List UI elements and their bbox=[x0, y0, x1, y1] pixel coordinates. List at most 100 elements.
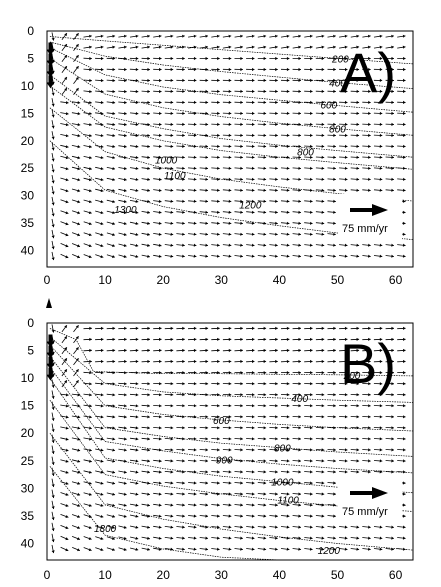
vector-arrowhead bbox=[321, 525, 325, 529]
vector-arrowhead bbox=[391, 371, 394, 375]
vector-arrowhead bbox=[275, 547, 278, 551]
vector-arrowhead bbox=[275, 503, 278, 507]
vector-arrowhead bbox=[321, 503, 325, 507]
vector-arrowhead bbox=[263, 448, 267, 452]
vector-arrowhead bbox=[275, 514, 278, 518]
vector-arrowhead bbox=[217, 459, 220, 463]
vector-arrowhead bbox=[251, 254, 255, 258]
x-tick-label: 50 bbox=[331, 568, 345, 582]
vector-arrowhead bbox=[298, 89, 301, 93]
vector-arrowhead bbox=[298, 232, 301, 236]
vector-arrowhead bbox=[275, 111, 278, 115]
vector-arrowhead bbox=[403, 448, 406, 452]
vector-arrowhead bbox=[310, 525, 313, 529]
vector-arrowhead bbox=[112, 459, 115, 463]
vector-arrowhead bbox=[275, 177, 278, 181]
vector-arrowhead bbox=[251, 45, 255, 49]
vector-arrowhead bbox=[286, 536, 290, 540]
vector-arrowhead bbox=[263, 536, 267, 540]
vector-arrowhead bbox=[193, 67, 197, 72]
vector-arrowhead bbox=[333, 232, 336, 236]
vector-arrowhead bbox=[286, 56, 290, 61]
x-tick-label: 0 bbox=[44, 568, 51, 582]
vector-arrowhead bbox=[65, 492, 69, 496]
vector-arrowhead bbox=[89, 45, 92, 49]
vector-arrowhead bbox=[391, 34, 394, 38]
vector-arrowhead bbox=[170, 199, 174, 203]
vector-arrowhead bbox=[75, 66, 79, 69]
vector-arrowhead bbox=[217, 536, 220, 540]
vector-arrowhead bbox=[263, 337, 267, 341]
vector-arrowhead bbox=[88, 537, 92, 540]
vector-arrowhead bbox=[251, 514, 255, 518]
vector-arrowhead bbox=[51, 407, 55, 410]
vector-arrowhead bbox=[240, 382, 243, 386]
vector-arrowhead bbox=[321, 470, 325, 474]
vector-arrowhead bbox=[89, 134, 92, 138]
vector-arrowhead bbox=[321, 536, 325, 540]
vector-arrowhead bbox=[263, 210, 267, 214]
vector-arrowhead bbox=[217, 232, 220, 236]
vector-arrowhead bbox=[321, 67, 325, 72]
vector-arrowhead bbox=[51, 517, 55, 520]
vector-arrowhead bbox=[217, 144, 220, 148]
vector-arrowhead bbox=[298, 514, 301, 518]
vector-arrowhead bbox=[391, 348, 394, 353]
vector-arrowhead bbox=[356, 382, 360, 386]
vector-arrowhead bbox=[89, 382, 92, 386]
vector-arrowhead bbox=[310, 144, 313, 148]
vector-arrowhead bbox=[310, 492, 313, 496]
vector-arrowhead bbox=[170, 177, 174, 181]
vector-arrowhead bbox=[124, 45, 127, 49]
vector-arrowhead bbox=[310, 111, 313, 115]
vector-arrowhead bbox=[228, 45, 232, 49]
vector-arrowhead bbox=[112, 536, 115, 540]
vector-arrowhead bbox=[65, 112, 69, 116]
vector-arrowhead bbox=[321, 371, 325, 375]
vector-arrowhead bbox=[112, 78, 116, 83]
vector-arrowhead bbox=[170, 254, 174, 258]
vector-arrowhead bbox=[379, 359, 383, 364]
vector-arrowhead bbox=[193, 326, 197, 330]
contour-line bbox=[49, 47, 414, 113]
vector-arrowhead bbox=[217, 514, 220, 518]
vector-arrowhead bbox=[310, 221, 313, 225]
vector-arrowhead bbox=[147, 393, 150, 397]
vector-arrowhead bbox=[379, 382, 383, 386]
vector-arrowhead bbox=[182, 166, 185, 170]
vector-arrowhead bbox=[228, 78, 232, 82]
vector-arrowhead bbox=[217, 78, 220, 82]
vector-arrowhead bbox=[379, 155, 383, 159]
vector-arrowhead bbox=[263, 470, 267, 474]
vector-arrowhead bbox=[228, 111, 232, 115]
vector-arrowhead bbox=[65, 255, 69, 259]
vector-arrowhead bbox=[147, 34, 150, 38]
vector-arrowhead bbox=[252, 326, 255, 330]
vector-arrowhead bbox=[379, 348, 383, 353]
vector-arrowhead bbox=[77, 393, 81, 397]
vector-arrowhead bbox=[182, 199, 185, 203]
vector-arrowhead bbox=[135, 415, 139, 419]
vector-arrowhead bbox=[159, 348, 162, 353]
vector-arrowhead bbox=[193, 536, 197, 540]
vector-arrowhead bbox=[391, 359, 394, 364]
vector-arrowhead bbox=[275, 459, 278, 463]
vector-arrowhead bbox=[170, 492, 174, 496]
vector-arrowhead bbox=[193, 337, 197, 341]
vector-arrowhead bbox=[217, 492, 220, 496]
vector-arrowhead bbox=[65, 200, 69, 204]
vector-arrowhead bbox=[159, 67, 162, 72]
scale-arrow-label: 75 mm/yr bbox=[342, 506, 388, 518]
vector-arrowhead bbox=[263, 243, 267, 247]
vector-arrowhead bbox=[147, 100, 150, 105]
contour-label: 1100 bbox=[164, 171, 186, 182]
vector-arrowhead bbox=[344, 348, 348, 353]
vector-arrowhead bbox=[77, 211, 80, 215]
vector-arrowhead bbox=[135, 155, 139, 160]
vector-arrowhead bbox=[51, 92, 55, 96]
vector-arrowhead bbox=[205, 536, 208, 540]
vector-arrowhead bbox=[51, 136, 55, 140]
vector-arrowhead bbox=[77, 537, 80, 541]
vector-arrowhead bbox=[251, 426, 255, 430]
